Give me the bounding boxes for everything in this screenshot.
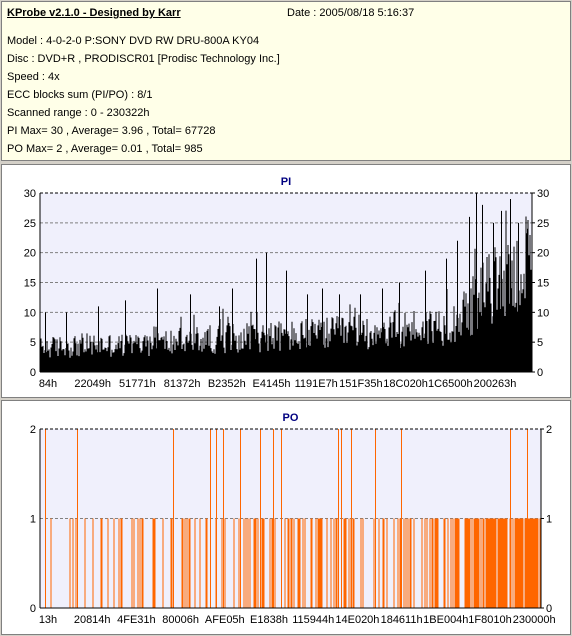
- info-po-summary: PO Max= 2 , Average= 0.01 , Total= 985: [7, 143, 203, 155]
- y-tick-label-right: 1: [546, 514, 552, 526]
- x-tick-label: 184611h: [381, 614, 423, 626]
- y-tick-label-left: 20: [24, 248, 36, 260]
- y-tick-label-right: 25: [537, 218, 549, 230]
- x-tick-label: E1838h: [250, 614, 288, 626]
- x-tick-label: 151F35h: [339, 378, 382, 390]
- x-tick-label: 13h: [39, 614, 57, 626]
- info-disc: Disc : DVD+R , PRODISCR01 [Prodisc Techn…: [7, 53, 280, 65]
- app-title: KProbe v2.1.0 - Designed by Karr: [7, 7, 181, 19]
- x-tick-label: 115944h: [292, 614, 334, 626]
- y-tick-label-right: 0: [546, 603, 552, 615]
- po-chart: 0 0 1 1 2 2 PO 13h 20814h 4FE31h 80006h AFE05h E1838…: [30, 412, 556, 626]
- y-tick-label-right: 2: [546, 424, 552, 436]
- x-tick-label: AFE05h: [205, 614, 245, 626]
- info-scanned-range: Scanned range : 0 - 230322h: [7, 107, 150, 119]
- x-tick-label: 20814h: [74, 614, 111, 626]
- y-tick-label-right: 5: [537, 337, 543, 349]
- y-tick-label-left: 10: [24, 307, 36, 319]
- x-tick-label: 18C020h: [383, 378, 428, 390]
- y-tick-label-right: 10: [537, 307, 549, 319]
- info-pi-summary: PI Max= 30 , Average= 3.96 , Total= 6772…: [7, 125, 216, 137]
- y-tick-label-left: 5: [30, 337, 36, 349]
- x-tick-label: 1C6500h: [428, 378, 473, 390]
- x-tick-label: E4145h: [253, 378, 291, 390]
- y-tick-label-right: 30: [537, 188, 549, 200]
- x-tick-label: 4FE31h: [117, 614, 156, 626]
- chart-title: PO: [283, 412, 299, 424]
- pi-chart: 0 0 5 5 10 10 15 15 20 20 25 25 30 30 PI 84h 22049h 51771…: [24, 176, 550, 390]
- info-panel: KProbe v2.1.0 - Designed by Karr Date : …: [1, 1, 571, 161]
- x-tick-label: 200263h: [474, 378, 517, 390]
- y-tick-label-right: 0: [537, 367, 543, 379]
- y-tick-label-left: 15: [24, 278, 36, 290]
- scan-date: Date : 2005/08/18 5:16:37: [287, 7, 415, 19]
- x-tick-label: 84h: [39, 378, 57, 390]
- x-tick-label: 1191E7h: [295, 378, 338, 390]
- y-tick-label-right: 20: [537, 248, 549, 260]
- y-tick-label-left: 0: [30, 367, 36, 379]
- x-tick-label: 1F8010h: [468, 614, 511, 626]
- y-tick-label-left: 0: [30, 603, 36, 615]
- chart-title: PI: [281, 176, 291, 188]
- info-ecc-sum: ECC blocks sum (PI/PO) : 8/1: [7, 89, 153, 101]
- x-tick-label: 22049h: [74, 378, 111, 390]
- y-tick-label-left: 30: [24, 188, 36, 200]
- x-tick-label: B2352h: [208, 378, 246, 390]
- y-tick-label-right: 15: [537, 278, 549, 290]
- x-tick-label: 1BE004h: [423, 614, 468, 626]
- x-tick-label: 230000h: [513, 614, 556, 626]
- info-speed: Speed : 4x: [7, 71, 60, 83]
- x-tick-label: 80006h: [162, 614, 199, 626]
- x-tick-label: 51771h: [119, 378, 156, 390]
- pi-chart-panel: 0 0 5 5 10 10 15 15 20 20 25 25 30 30 PI 84h 22049h 51771…: [1, 164, 571, 398]
- info-model: Model : 4-0-2-0 P:SONY DVD RW DRU-800A K…: [7, 35, 260, 47]
- y-tick-label-left: 1: [30, 514, 36, 526]
- x-tick-label: 14E020h: [335, 614, 379, 626]
- y-tick-label-left: 2: [30, 424, 36, 436]
- x-tick-label: 81372h: [164, 378, 201, 390]
- y-tick-label-left: 25: [24, 218, 36, 230]
- po-chart-panel: 0 0 1 1 2 2 PO 13h 20814h 4FE31h 80006h AFE05h E1838…: [1, 400, 571, 635]
